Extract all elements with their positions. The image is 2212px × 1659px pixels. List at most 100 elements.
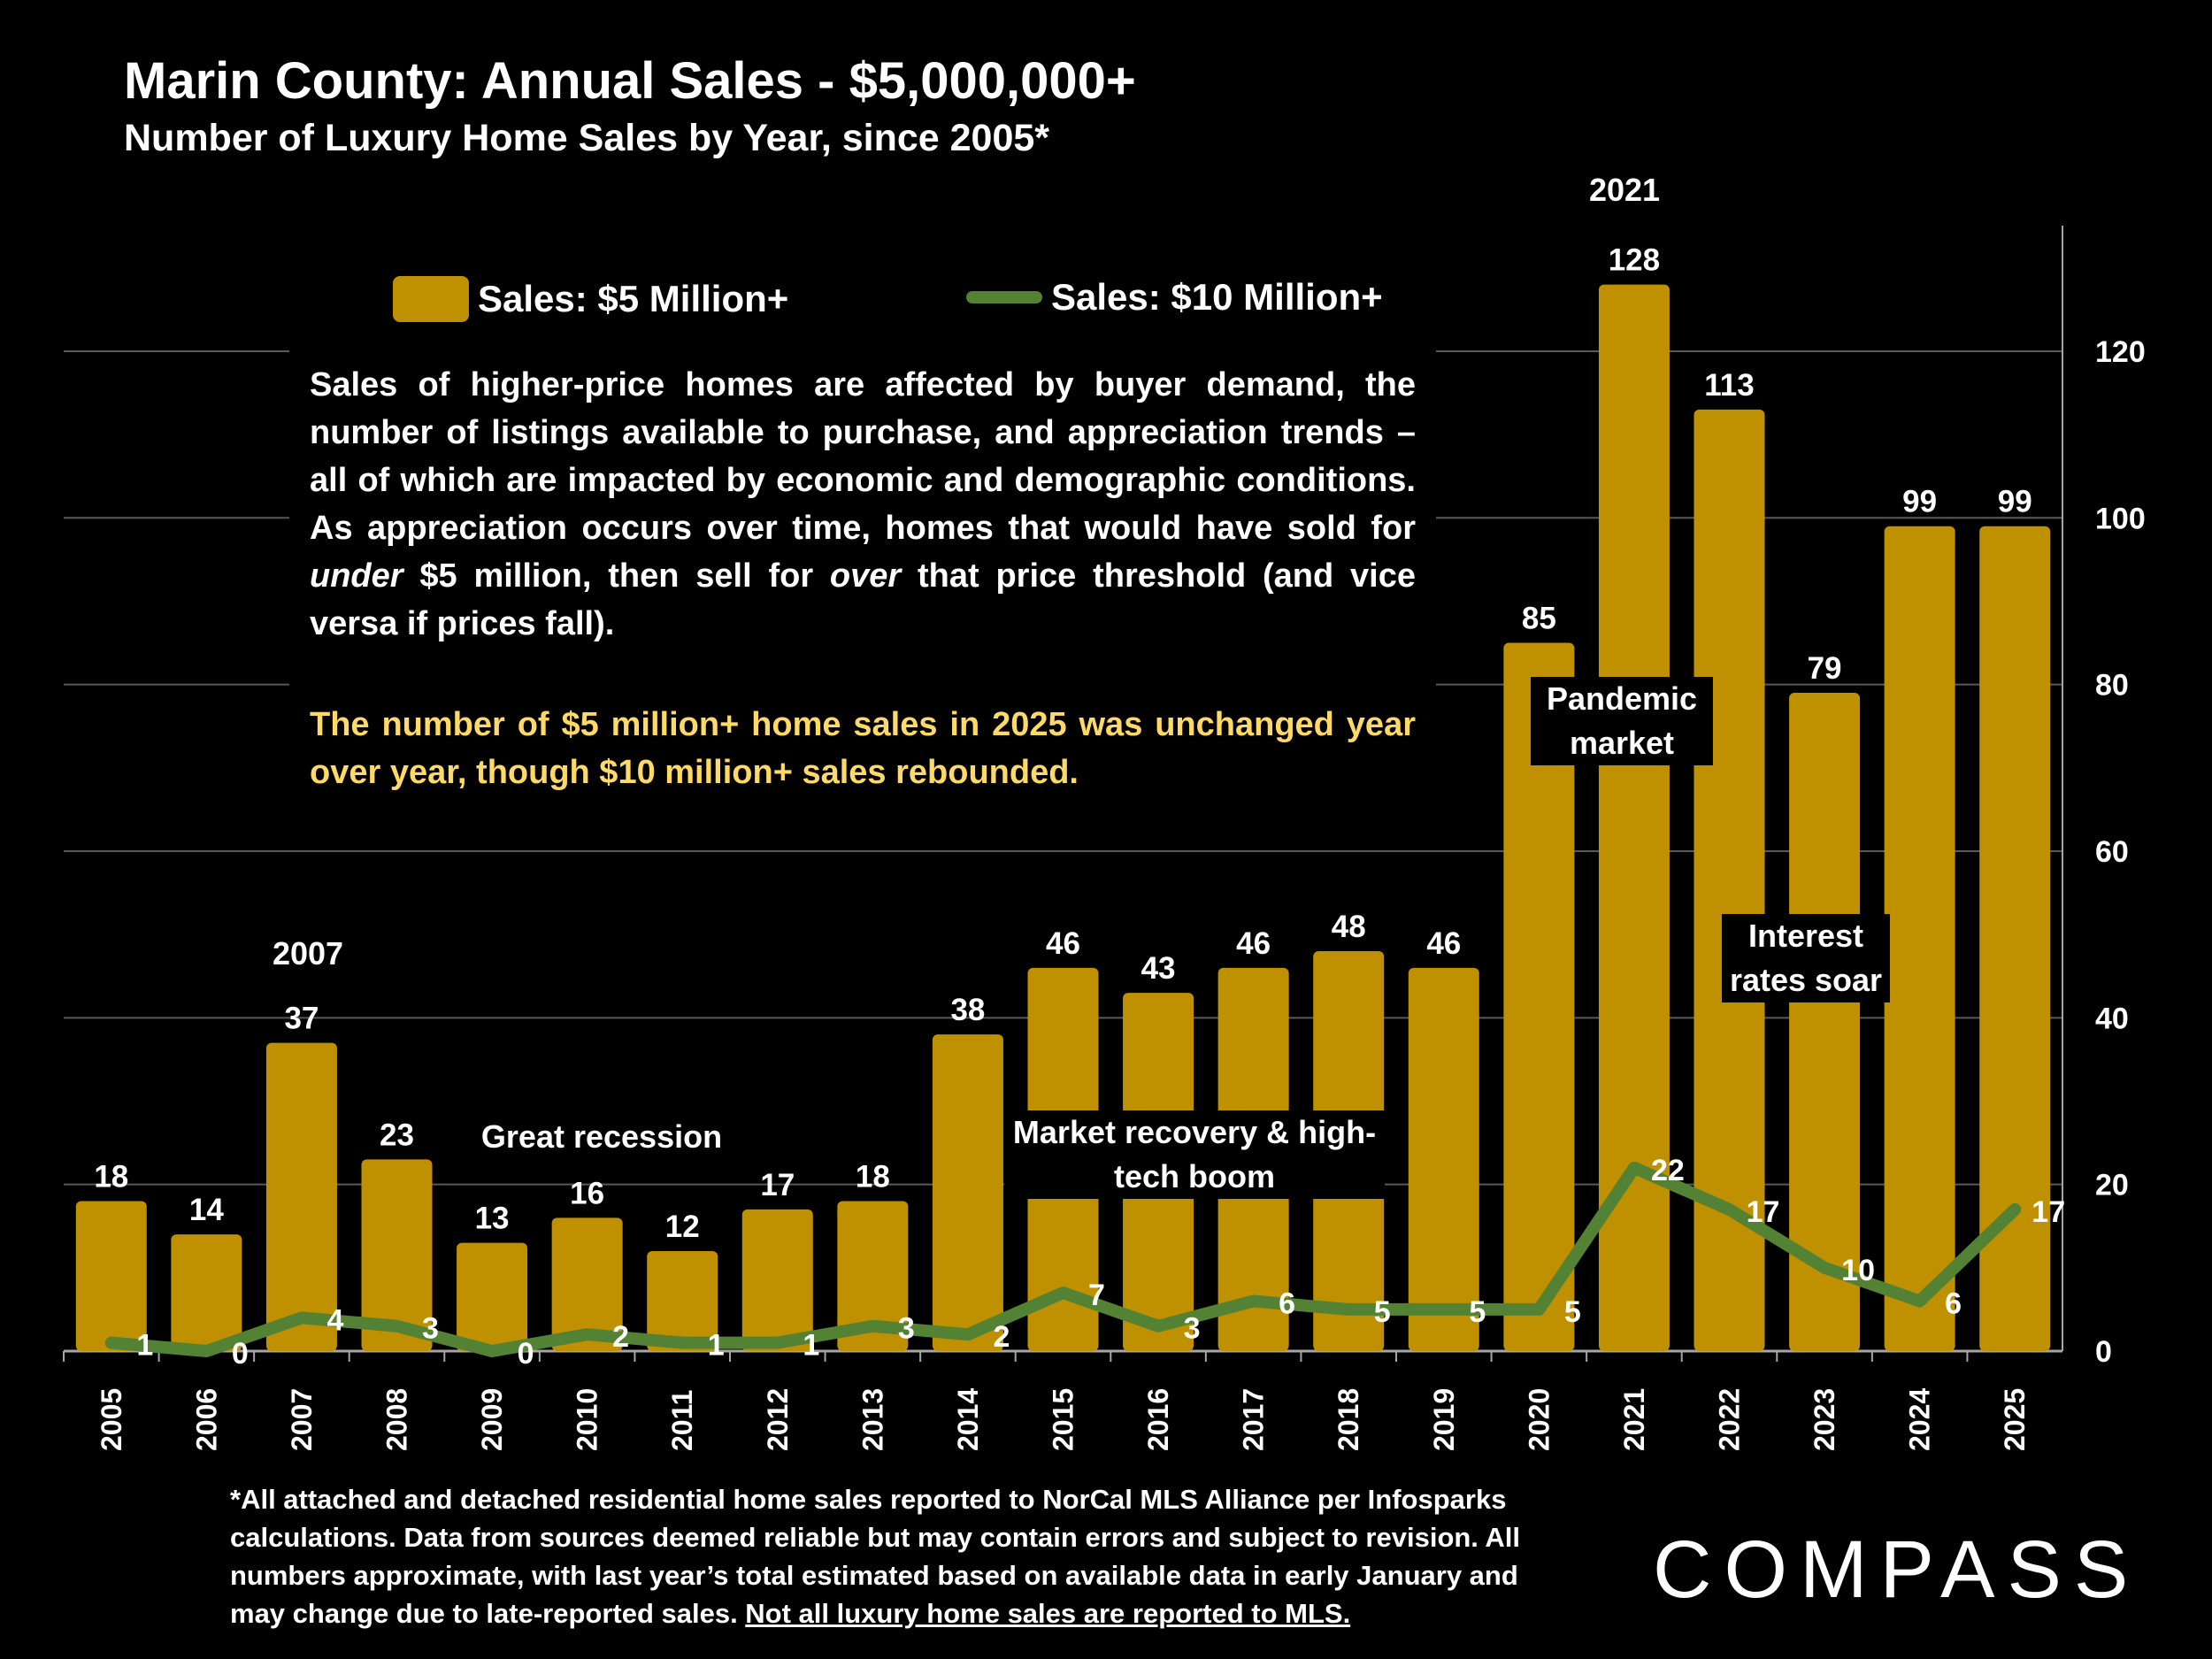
x-tick-label: 2014 bbox=[952, 1388, 984, 1451]
bar-value-label: 99 bbox=[1902, 485, 1937, 519]
x-tick-label: 2009 bbox=[476, 1388, 508, 1451]
line-value-label: 5 bbox=[1374, 1295, 1391, 1329]
bar-value-label: 17 bbox=[760, 1168, 795, 1202]
line-point-2025 bbox=[2012, 1206, 2018, 1212]
x-tick-label: 2011 bbox=[666, 1390, 698, 1451]
bar-value-label: 48 bbox=[1332, 910, 1366, 944]
commentary-part: Sales of higher-price homes are affected… bbox=[310, 366, 1416, 547]
line-value-label: 2 bbox=[993, 1320, 1010, 1354]
bar-2024 bbox=[1884, 526, 1955, 1351]
commentary-part: that price threshold (and vice versa if … bbox=[310, 557, 1416, 642]
x-tick-label: 2010 bbox=[572, 1388, 603, 1451]
bar-value-label: 79 bbox=[1808, 651, 1842, 686]
line-point-2017 bbox=[1250, 1298, 1256, 1304]
bar-2008 bbox=[361, 1159, 433, 1351]
line-point-2023 bbox=[1822, 1264, 1828, 1271]
line-value-label: 2 bbox=[612, 1320, 629, 1354]
line-point-2015 bbox=[1060, 1290, 1066, 1296]
y-tick-label: 60 bbox=[2095, 835, 2129, 869]
line-value-label: 17 bbox=[1747, 1195, 1780, 1229]
bar-value-label: 18 bbox=[856, 1159, 890, 1194]
chart-subtitle: Number of Luxury Home Sales by Year, sin… bbox=[124, 117, 1050, 159]
commentary-emphasis: over bbox=[829, 557, 902, 595]
bar-value-label: 18 bbox=[94, 1159, 128, 1194]
y-tick-label: 0 bbox=[2095, 1335, 2112, 1369]
bar-value-label: 38 bbox=[950, 993, 985, 1027]
bar-2021 bbox=[1598, 284, 1670, 1351]
footnote: *All attached and detached residential h… bbox=[230, 1480, 1575, 1632]
bar-2007 bbox=[265, 1042, 337, 1351]
bar-value-label: 12 bbox=[665, 1210, 700, 1244]
x-tick-label: 2008 bbox=[381, 1388, 413, 1451]
bar-value-label: 85 bbox=[1522, 602, 1556, 636]
line-value-label: 6 bbox=[1945, 1286, 1962, 1320]
bar-2020 bbox=[1503, 642, 1575, 1351]
line-point-2011 bbox=[680, 1340, 686, 1346]
bar-value-label: 128 bbox=[1609, 243, 1660, 278]
line-point-2009 bbox=[489, 1348, 495, 1354]
line-value-label: 7 bbox=[1088, 1279, 1105, 1312]
annotation-market-recovery: Market recovery & high-tech boom bbox=[1004, 1110, 1385, 1199]
bar-2023 bbox=[1789, 693, 1861, 1351]
legend-item-10m: Sales: $10 Million+ bbox=[966, 276, 1383, 319]
x-tick-label: 2013 bbox=[856, 1388, 888, 1451]
line-value-label: 3 bbox=[1184, 1312, 1201, 1346]
x-tick-label: 2020 bbox=[1523, 1388, 1555, 1451]
line-point-2021 bbox=[1631, 1164, 1637, 1171]
bar-value-label: 37 bbox=[284, 1002, 319, 1036]
line-point-2012 bbox=[774, 1340, 780, 1346]
line-value-label: 5 bbox=[1564, 1295, 1581, 1329]
line-value-label: 1 bbox=[803, 1329, 819, 1363]
commentary-highlight: The number of $5 million+ home sales in … bbox=[310, 706, 1416, 791]
annotation-pandemic: Pandemic market bbox=[1531, 677, 1713, 765]
commentary-emphasis: under bbox=[310, 557, 403, 595]
x-tick-label: 2023 bbox=[1809, 1388, 1840, 1451]
line-value-label: 4 bbox=[326, 1303, 343, 1337]
line-point-2024 bbox=[1916, 1298, 1923, 1304]
x-tick-label: 2024 bbox=[1904, 1388, 1936, 1451]
line-value-label: 5 bbox=[1469, 1295, 1486, 1329]
legend-label: Sales: $5 Million+ bbox=[478, 278, 789, 319]
line-point-2007 bbox=[298, 1315, 304, 1321]
bar-value-label: 113 bbox=[1704, 368, 1754, 403]
line-value-label: 10 bbox=[1841, 1254, 1875, 1287]
y-tick-label: 80 bbox=[2095, 669, 2129, 703]
bar-2013 bbox=[837, 1201, 909, 1351]
x-tick-label: 2025 bbox=[1999, 1388, 2031, 1451]
line-value-label: 1 bbox=[136, 1329, 153, 1363]
x-tick-label: 2021 bbox=[1618, 1388, 1650, 1451]
footnote-underlined: Not all luxury home sales are reported t… bbox=[745, 1598, 1351, 1629]
bar-2014 bbox=[932, 1034, 1003, 1351]
legend-label: Sales: $10 Million+ bbox=[1051, 276, 1383, 318]
bar-value-label: 14 bbox=[189, 1193, 224, 1227]
bar-2010 bbox=[551, 1217, 623, 1351]
line-value-label: 1 bbox=[708, 1329, 725, 1363]
line-value-label: 6 bbox=[1279, 1286, 1295, 1320]
annotation-interest-rates: Interest rates soar bbox=[1722, 914, 1890, 1002]
x-tick-label: 2018 bbox=[1333, 1388, 1364, 1451]
bar-value-label: 23 bbox=[380, 1118, 414, 1152]
line-point-2019 bbox=[1440, 1306, 1447, 1312]
footnote-text: *All attached and detached residential h… bbox=[230, 1484, 1520, 1629]
x-tick-label: 2015 bbox=[1048, 1388, 1079, 1451]
legend-item-5m: Sales: $5 Million+ bbox=[393, 276, 788, 322]
annotation-2007: 2007 bbox=[272, 935, 344, 972]
bar-2012 bbox=[741, 1209, 813, 1351]
x-tick-label: 2016 bbox=[1142, 1388, 1174, 1451]
bar-value-label: 16 bbox=[570, 1176, 604, 1210]
line-point-2005 bbox=[108, 1340, 114, 1346]
bar-value-label: 46 bbox=[1426, 926, 1461, 961]
bar-2025 bbox=[1979, 526, 2051, 1351]
commentary-text: Sales of higher-price homes are affected… bbox=[310, 361, 1416, 648]
bar-2011 bbox=[647, 1250, 718, 1351]
x-tick-label: 2007 bbox=[286, 1388, 318, 1451]
line-point-2006 bbox=[204, 1348, 210, 1354]
line-value-label: 17 bbox=[2032, 1195, 2065, 1229]
x-tick-label: 2005 bbox=[96, 1388, 127, 1451]
legend-swatch-line bbox=[966, 291, 1042, 303]
y-tick-label: 20 bbox=[2095, 1169, 2129, 1202]
line-point-2010 bbox=[584, 1332, 590, 1338]
x-tick-label: 2017 bbox=[1238, 1388, 1270, 1451]
